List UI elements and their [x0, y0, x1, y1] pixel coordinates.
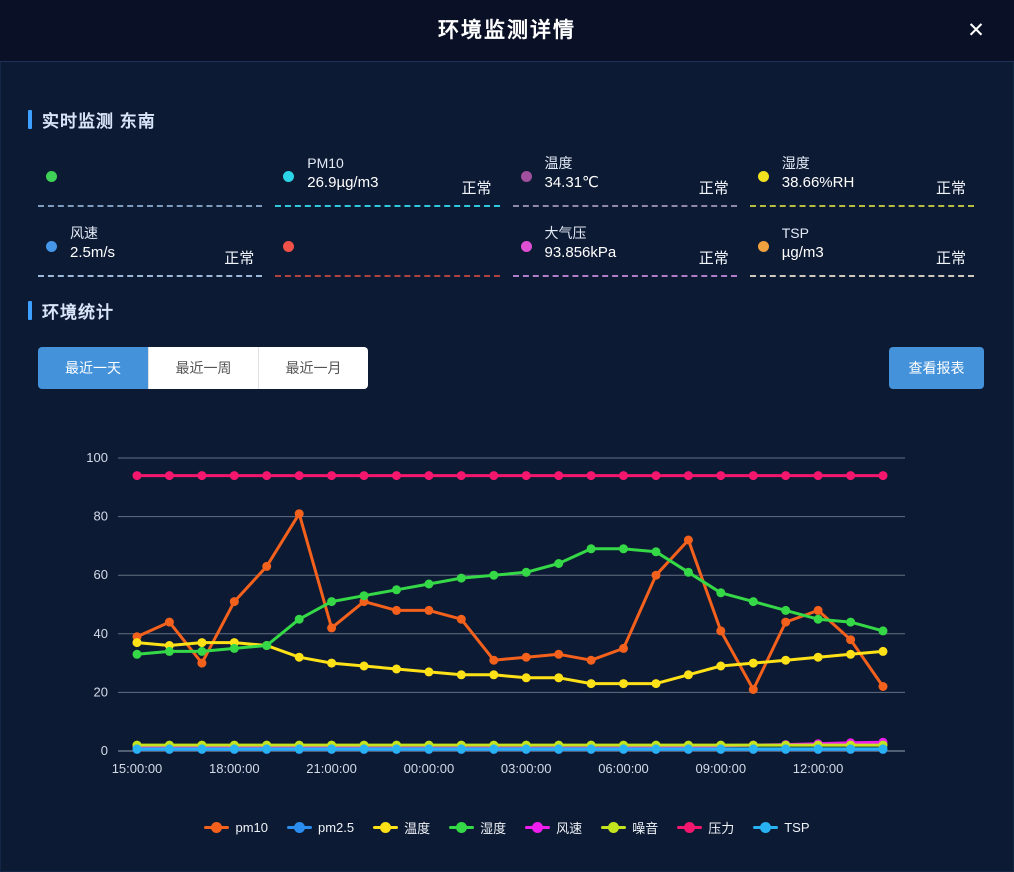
sensor-label: 湿度: [781, 155, 810, 171]
sensor-dot-icon: [757, 241, 769, 252]
sensor-card: 温度 34.31℃ 正常: [512, 150, 737, 207]
stats-section-title: 环境统计: [42, 303, 114, 322]
svg-text:00:00:00: 00:00:00: [404, 761, 455, 776]
legend-item-噪音[interactable]: 噪音: [601, 818, 658, 837]
sensor-dot-icon: [283, 171, 295, 182]
sensor-label: 大气压: [544, 225, 587, 241]
sensor-value: 2.5m/s: [70, 244, 116, 261]
modal-title: 环境监测详情: [438, 19, 576, 42]
sensor-label: 风速: [70, 225, 98, 241]
svg-text:06:00:00: 06:00:00: [598, 761, 649, 776]
legend-item-温度[interactable]: 温度: [373, 818, 430, 837]
svg-text:15:00:00: 15:00:00: [112, 761, 163, 776]
legend-marker-icon: [373, 822, 399, 833]
tab-range-1[interactable]: 最近一周: [148, 347, 258, 389]
legend-marker-icon: [287, 822, 312, 833]
sensor-status: 正常: [461, 180, 492, 197]
tab-range-2[interactable]: 最近一月: [258, 347, 368, 389]
legend-label: TSP: [784, 820, 810, 835]
svg-text:80: 80: [94, 509, 108, 524]
sensor-value: 38.66%RH: [781, 174, 855, 191]
section-accent-bar: [28, 110, 32, 129]
sensor-card: [38, 150, 263, 207]
sensor-dot-icon: [757, 171, 769, 182]
sensor-card: [275, 220, 500, 277]
line-chart: 0 20 40 60 80 100 15:00:00 18:00:00 21:00:00 00:0…: [86, 450, 905, 776]
sensor-value: 34.31℃: [544, 174, 599, 191]
sensor-status: 正常: [698, 250, 729, 267]
sensor-label: 温度: [544, 155, 573, 171]
svg-text:09:00:00: 09:00:00: [695, 761, 746, 776]
realtime-section-header: 实时监测 东南: [28, 107, 156, 132]
legend-label: 噪音: [632, 821, 659, 836]
sensor-label: TSP: [781, 225, 809, 241]
legend-marker-icon: [204, 822, 230, 833]
legend-marker-icon: [677, 822, 703, 833]
sensor-dot-icon: [46, 171, 57, 182]
legend-item-pm2.5[interactable]: pm2.5: [287, 820, 354, 835]
sensor-cards-grid: PM10 26.9µg/m3 正常 温度 34.31℃ 正常 湿度 38.66%RH 正常 风速 2…: [38, 150, 974, 277]
legend-label: pm2.5: [318, 820, 355, 835]
legend-label: 压力: [708, 821, 735, 836]
legend-label: pm10: [235, 820, 268, 835]
legend-item-风速[interactable]: 风速: [525, 818, 582, 837]
legend-marker-icon: [753, 822, 779, 833]
legend-marker-icon: [525, 822, 551, 833]
realtime-section-title: 实时监测 东南: [42, 112, 156, 131]
sensor-card: 大气压 93.856kPa 正常: [512, 220, 737, 277]
sensor-card: TSP µg/m3 正常: [749, 220, 974, 277]
tab-range-0[interactable]: 最近一天: [38, 347, 148, 389]
svg-text:60: 60: [94, 567, 108, 582]
sensor-value: µg/m3: [781, 244, 824, 261]
sensor-value: 26.9µg/m3: [307, 174, 379, 191]
sensor-dot-icon: [520, 171, 532, 182]
legend-item-湿度[interactable]: 湿度: [449, 818, 506, 837]
legend-item-pm10[interactable]: pm10: [204, 820, 268, 835]
legend-marker-icon: [601, 822, 627, 833]
sensor-label: PM10: [307, 155, 344, 171]
legend-item-压力[interactable]: 压力: [677, 818, 734, 837]
sensor-dot-icon: [283, 241, 295, 252]
svg-text:20: 20: [94, 684, 108, 699]
time-range-tabs: 最近一天 最近一周 最近一月: [38, 347, 368, 389]
svg-text:03:00:00: 03:00:00: [501, 761, 552, 776]
stats-section-header: 环境统计: [28, 298, 114, 323]
sensor-value: 93.856kPa: [544, 244, 617, 261]
svg-text:40: 40: [94, 626, 108, 641]
modal-header: 环境监测详情 ✕: [0, 0, 1014, 62]
svg-text:0: 0: [101, 743, 108, 758]
sensor-status: 正常: [935, 250, 966, 267]
sensor-card: PM10 26.9µg/m3 正常: [275, 150, 500, 207]
chart-legend: pm10 pm2.5 温度 湿度 风速 噪音 压力 TSP: [0, 818, 1014, 837]
view-report-button[interactable]: 查看报表: [889, 347, 984, 389]
sensor-dot-icon: [46, 241, 57, 252]
section-accent-bar: [28, 301, 32, 320]
legend-label: 温度: [404, 821, 431, 836]
sensor-card: 风速 2.5m/s 正常: [38, 220, 263, 277]
legend-label: 风速: [556, 821, 583, 836]
sensor-status: 正常: [224, 250, 255, 267]
sensor-status: 正常: [935, 180, 966, 197]
svg-text:21:00:00: 21:00:00: [306, 761, 357, 776]
legend-marker-icon: [449, 822, 475, 833]
close-icon[interactable]: ✕: [967, 19, 985, 42]
legend-label: 湿度: [480, 821, 507, 836]
sensor-dot-icon: [520, 241, 532, 252]
sensor-status: 正常: [698, 180, 729, 197]
svg-text:100: 100: [86, 450, 108, 465]
legend-item-TSP[interactable]: TSP: [753, 820, 810, 835]
svg-text:12:00:00: 12:00:00: [793, 761, 844, 776]
sensor-card: 湿度 38.66%RH 正常: [749, 150, 974, 207]
svg-text:18:00:00: 18:00:00: [209, 761, 260, 776]
